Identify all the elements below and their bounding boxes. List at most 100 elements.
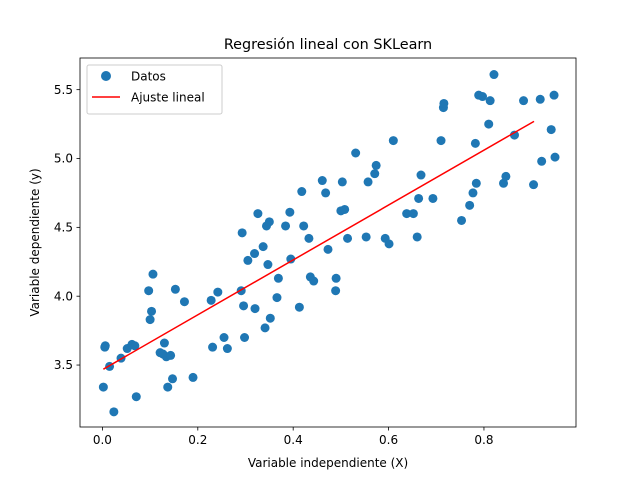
data-point xyxy=(489,70,499,80)
data-point xyxy=(309,276,319,286)
data-point xyxy=(263,260,273,270)
data-point xyxy=(239,301,249,311)
data-point xyxy=(408,209,418,219)
data-point xyxy=(468,188,478,198)
data-point xyxy=(100,341,110,351)
y-tick-label: 5.5 xyxy=(54,83,73,97)
data-point xyxy=(519,96,529,106)
y-tick-label: 4.5 xyxy=(54,221,73,235)
data-point xyxy=(304,233,314,243)
data-point xyxy=(147,306,157,316)
data-point xyxy=(501,171,511,181)
data-point xyxy=(361,232,371,242)
data-point xyxy=(272,293,282,303)
regression-line xyxy=(102,120,535,370)
data-point xyxy=(168,374,178,384)
data-point xyxy=(351,148,361,158)
data-point xyxy=(436,136,446,146)
data-point xyxy=(237,228,247,238)
data-point xyxy=(98,382,108,392)
data-point xyxy=(439,98,449,108)
data-point xyxy=(484,119,494,129)
data-point xyxy=(144,286,154,296)
data-point xyxy=(537,156,547,166)
data-point xyxy=(222,344,232,354)
data-point xyxy=(337,177,347,187)
data-point xyxy=(343,233,353,243)
legend-box xyxy=(86,64,223,115)
data-point xyxy=(363,177,373,187)
data-point xyxy=(323,244,333,254)
data-point xyxy=(414,193,424,203)
x-tick-label: 0.6 xyxy=(379,433,398,447)
legend-label-ajuste: Ajuste lineal xyxy=(131,91,205,105)
data-point xyxy=(130,341,140,351)
legend-marker-datos xyxy=(101,71,111,81)
data-point xyxy=(297,187,307,197)
data-point xyxy=(166,350,176,360)
chart-title: Regresión lineal con SKLearn xyxy=(224,37,432,53)
data-point xyxy=(535,94,545,104)
x-tick-label: 0.4 xyxy=(284,433,303,447)
data-point xyxy=(416,170,426,180)
data-point xyxy=(485,96,495,106)
data-point xyxy=(243,255,253,265)
y-tick-label: 4.0 xyxy=(54,289,73,303)
data-point xyxy=(250,249,260,259)
data-point xyxy=(550,152,560,162)
data-point xyxy=(384,239,394,249)
data-point xyxy=(471,178,481,188)
data-point xyxy=(370,169,380,179)
data-point xyxy=(529,180,539,190)
y-tick-label: 5.0 xyxy=(54,152,73,166)
data-point xyxy=(273,273,283,283)
legend: Datos Ajuste lineal xyxy=(86,64,223,115)
data-point xyxy=(371,160,381,170)
x-tick-label: 0.0 xyxy=(93,433,112,447)
data-point xyxy=(412,232,422,242)
data-point xyxy=(250,304,260,314)
data-point xyxy=(213,287,223,297)
data-point xyxy=(299,221,309,231)
x-tick-label: 0.8 xyxy=(474,433,493,447)
data-point xyxy=(170,284,180,294)
data-point xyxy=(388,136,398,146)
data-point xyxy=(294,302,304,312)
data-point xyxy=(546,125,556,135)
data-point xyxy=(264,217,274,227)
legend-label-datos: Datos xyxy=(131,70,166,84)
data-point xyxy=(331,273,341,283)
data-point xyxy=(258,242,268,252)
plot-area-frame xyxy=(79,57,577,428)
data-point xyxy=(188,372,198,382)
data-point xyxy=(145,315,155,325)
data-point xyxy=(331,286,341,296)
data-point xyxy=(281,221,291,231)
data-point xyxy=(509,130,519,140)
data-point xyxy=(109,407,119,417)
y-axis-label: Variable dependiente (y) xyxy=(28,168,42,316)
data-point xyxy=(206,295,216,305)
data-point xyxy=(428,193,438,203)
x-tick-label: 0.2 xyxy=(188,433,207,447)
data-point xyxy=(159,338,169,348)
data-point xyxy=(131,392,141,402)
data-point xyxy=(317,176,327,186)
x-axis-label: Variable independiente (X) xyxy=(248,456,408,470)
data-point xyxy=(163,382,173,392)
data-point xyxy=(240,333,250,342)
data-point xyxy=(148,269,158,279)
data-point xyxy=(253,209,263,219)
y-tick-label: 3.5 xyxy=(54,358,73,372)
data-point xyxy=(179,297,189,307)
data-point xyxy=(549,90,559,100)
data-point xyxy=(208,342,218,352)
data-point xyxy=(285,207,295,217)
data-point xyxy=(286,254,296,264)
data-point xyxy=(402,209,412,219)
data-point xyxy=(321,188,331,198)
data-point xyxy=(260,323,270,333)
data-point xyxy=(465,200,475,210)
data-point xyxy=(470,138,480,148)
